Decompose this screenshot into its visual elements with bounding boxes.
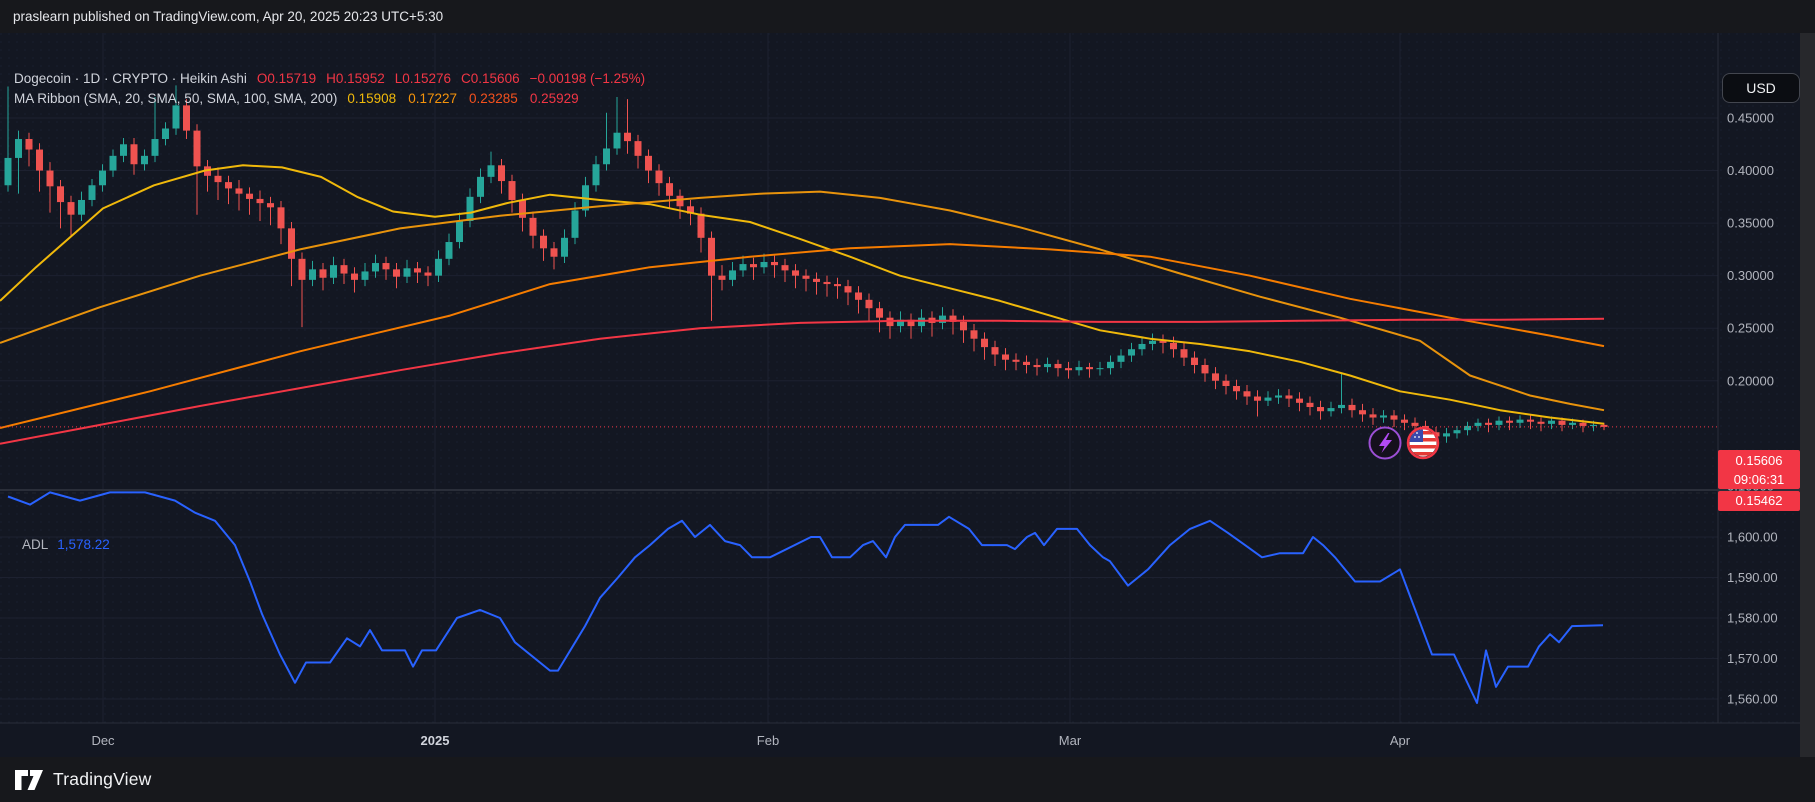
- ma-value: 0.25929: [529, 91, 579, 106]
- symbol-title: Dogecoin · 1D · CRYPTO · Heikin Ashi: [14, 71, 247, 86]
- gridlines: [0, 33, 1718, 723]
- tradingview-logo-icon[interactable]: [14, 769, 44, 791]
- page-background-strip: [1800, 33, 1815, 757]
- ohlc-low: L0.15276: [394, 71, 452, 86]
- ma-ribbon-lines: [0, 164, 1605, 445]
- svg-text:2025: 2025: [421, 733, 450, 748]
- pane-separators: [0, 33, 1800, 724]
- ohlc-open: O0.15719: [256, 71, 317, 86]
- ma-value: 0.23285: [469, 91, 518, 106]
- ma-value: 0.15908: [347, 91, 397, 106]
- svg-text:1,560.00: 1,560.00: [1727, 692, 1778, 707]
- footer-bar: TradingView: [0, 757, 1815, 802]
- svg-text:1,590.00: 1,590.00: [1727, 570, 1778, 585]
- bar-countdown: 09:06:31: [1733, 472, 1785, 487]
- ohlc-high: H0.15952: [326, 71, 385, 86]
- snapshot-stamps: [1368, 426, 1440, 460]
- svg-text:0.20000: 0.20000: [1727, 373, 1774, 388]
- ohlc-close: C0.15606: [461, 71, 520, 86]
- last-price-badge: 0.15606 09:06:31: [1718, 450, 1800, 489]
- svg-text:Mar: Mar: [1059, 733, 1082, 748]
- dotted-background: [0, 33, 1800, 723]
- us-flag-icon: [1406, 426, 1440, 460]
- svg-text:1,580.00: 1,580.00: [1727, 611, 1778, 626]
- lightning-icon: [1368, 426, 1402, 460]
- svg-text:0.25000: 0.25000: [1727, 321, 1774, 336]
- symbol-legend: Dogecoin · 1D · CRYPTO · Heikin Ashi O0.…: [14, 71, 645, 86]
- adl-label: ADL: [22, 537, 49, 552]
- ma-ribbon-legend: MA Ribbon (SMA, 20, SMA, 50, SMA, 100, S…: [14, 91, 579, 106]
- svg-text:Dec: Dec: [91, 733, 115, 748]
- svg-text:0.30000: 0.30000: [1727, 268, 1774, 283]
- chart-widget: 0.45000 0.40000 0.35000 0.30000 0.25000 0.200…: [0, 33, 1800, 757]
- svg-text:Apr: Apr: [1390, 733, 1411, 748]
- svg-text:1,570.00: 1,570.00: [1727, 651, 1778, 666]
- footer-brand[interactable]: TradingView: [53, 769, 152, 789]
- ma-ribbon-title: MA Ribbon (SMA, 20, SMA, 50, SMA, 100, S…: [14, 91, 338, 106]
- adl-line: [7, 491, 1604, 704]
- svg-text:Feb: Feb: [757, 733, 779, 748]
- currency-button-label: USD: [1746, 80, 1776, 96]
- adl-value: 1,578.22: [57, 537, 110, 552]
- svg-text:0.45000: 0.45000: [1727, 111, 1774, 126]
- ohlc-change: −0.00198 (−1.25%): [529, 71, 646, 86]
- last-price-badge-value: 0.15606: [1735, 453, 1783, 468]
- chart-canvas[interactable]: 0.45000 0.40000 0.35000 0.30000 0.25000 0.200…: [0, 33, 1800, 757]
- ma-ribbon-values: 0.15908 0.17227 0.23285 0.25929: [347, 91, 578, 106]
- time-axis-labels[interactable]: Dec 2025 Feb Mar Apr: [91, 733, 1410, 748]
- publisher-text: praslearn published on TradingView.com, …: [13, 9, 444, 24]
- svg-text:0.40000: 0.40000: [1727, 163, 1774, 178]
- ma-value: 0.17227: [408, 91, 458, 106]
- adl-legend: ADL 1,578.22: [22, 537, 110, 552]
- currency-button[interactable]: USD: [1722, 73, 1800, 103]
- svg-text:1,600.00: 1,600.00: [1727, 530, 1778, 545]
- svg-text:0.35000: 0.35000: [1727, 216, 1774, 231]
- publisher-bar: praslearn published on TradingView.com, …: [0, 0, 1815, 33]
- secondary-price-badge: 0.15462: [1718, 491, 1800, 511]
